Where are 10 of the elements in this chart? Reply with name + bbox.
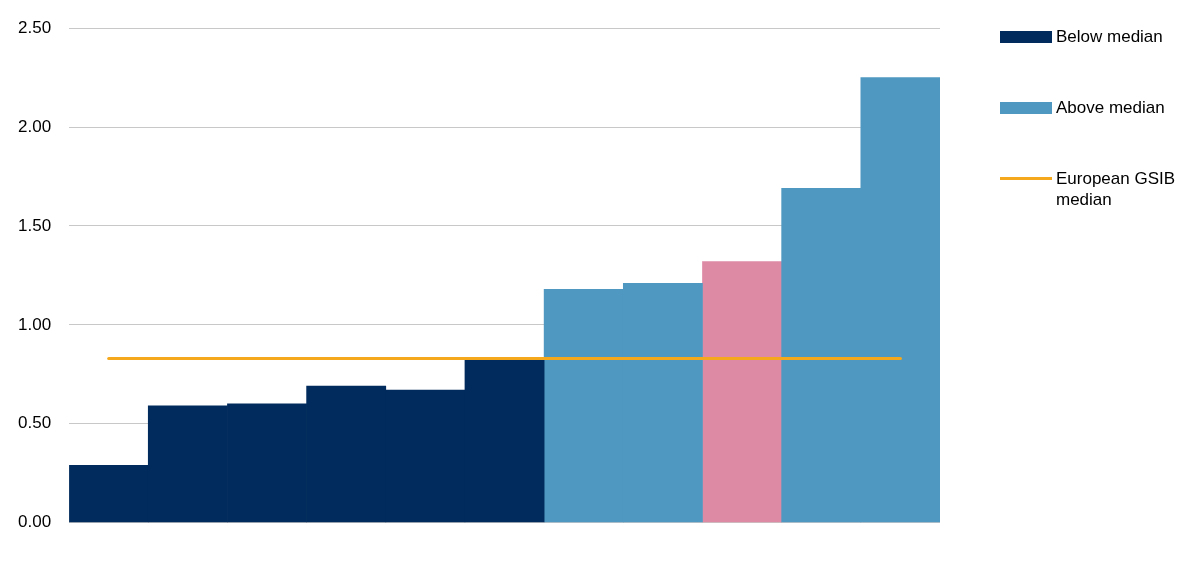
y-tick-label: 1.50 [17, 215, 52, 235]
y-tick-label: 1.00 [17, 314, 52, 334]
bar [702, 261, 782, 523]
y-tick-label: 0.00 [17, 512, 52, 532]
y-tick-label: 2.00 [17, 116, 52, 136]
legend-label: European GSIB median [1056, 168, 1177, 210]
legend-label: Above median [1056, 97, 1166, 118]
y-tick-label: 2.50 [17, 17, 52, 37]
y-tick-label: 0.50 [17, 413, 52, 433]
legend-label: Below median [1056, 26, 1164, 47]
